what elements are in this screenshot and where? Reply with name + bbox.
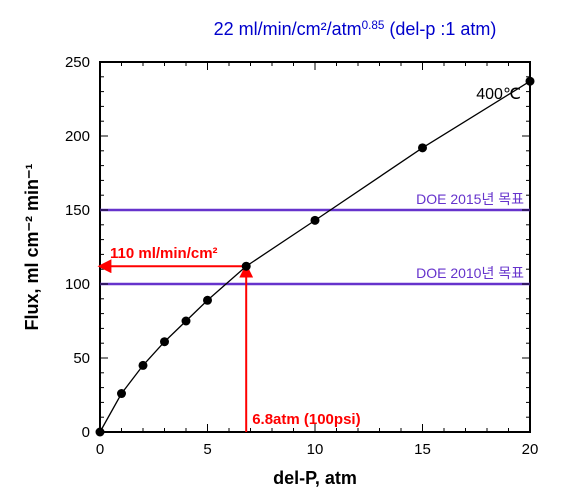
data-point: [160, 337, 169, 346]
data-point: [96, 428, 105, 437]
xtick-label: 5: [203, 441, 211, 458]
data-point: [242, 262, 251, 271]
ytick-label: 0: [82, 424, 90, 441]
chart-title: 22 ml/min/cm²/atm0.85 (del-p :1 atm): [214, 19, 497, 40]
annotation-h-text: 110 ml/min/cm²: [110, 245, 218, 262]
target-label-1: DOE 2010년 목표: [416, 265, 524, 281]
x-axis-label: del-P, atm: [273, 468, 357, 488]
xtick-label: 10: [307, 441, 324, 458]
flux-vs-delp-chart: 22 ml/min/cm²/atm0.85 (del-p :1 atm) DOE …: [0, 0, 576, 502]
ytick-label: 50: [73, 350, 90, 367]
xtick-label: 15: [414, 441, 431, 458]
annotation-v-text: 6.8atm (100psi): [252, 411, 360, 428]
data-point: [182, 317, 191, 326]
xtick-label: 20: [522, 441, 539, 458]
target-label-0: DOE 2015년 목표: [416, 191, 524, 207]
data-point: [418, 143, 427, 152]
y-axis-label: Flux, ml cm⁻² min⁻¹: [22, 163, 42, 330]
curve-label: 400℃: [476, 86, 521, 103]
data-point: [526, 77, 535, 86]
xtick-label: 0: [96, 441, 104, 458]
ytick-label: 250: [65, 54, 90, 71]
data-point: [139, 361, 148, 370]
data-point: [203, 296, 212, 305]
data-point: [311, 216, 320, 225]
ytick-label: 150: [65, 202, 90, 219]
ytick-label: 200: [65, 128, 90, 145]
ytick-label: 100: [65, 276, 90, 293]
data-point: [117, 389, 126, 398]
